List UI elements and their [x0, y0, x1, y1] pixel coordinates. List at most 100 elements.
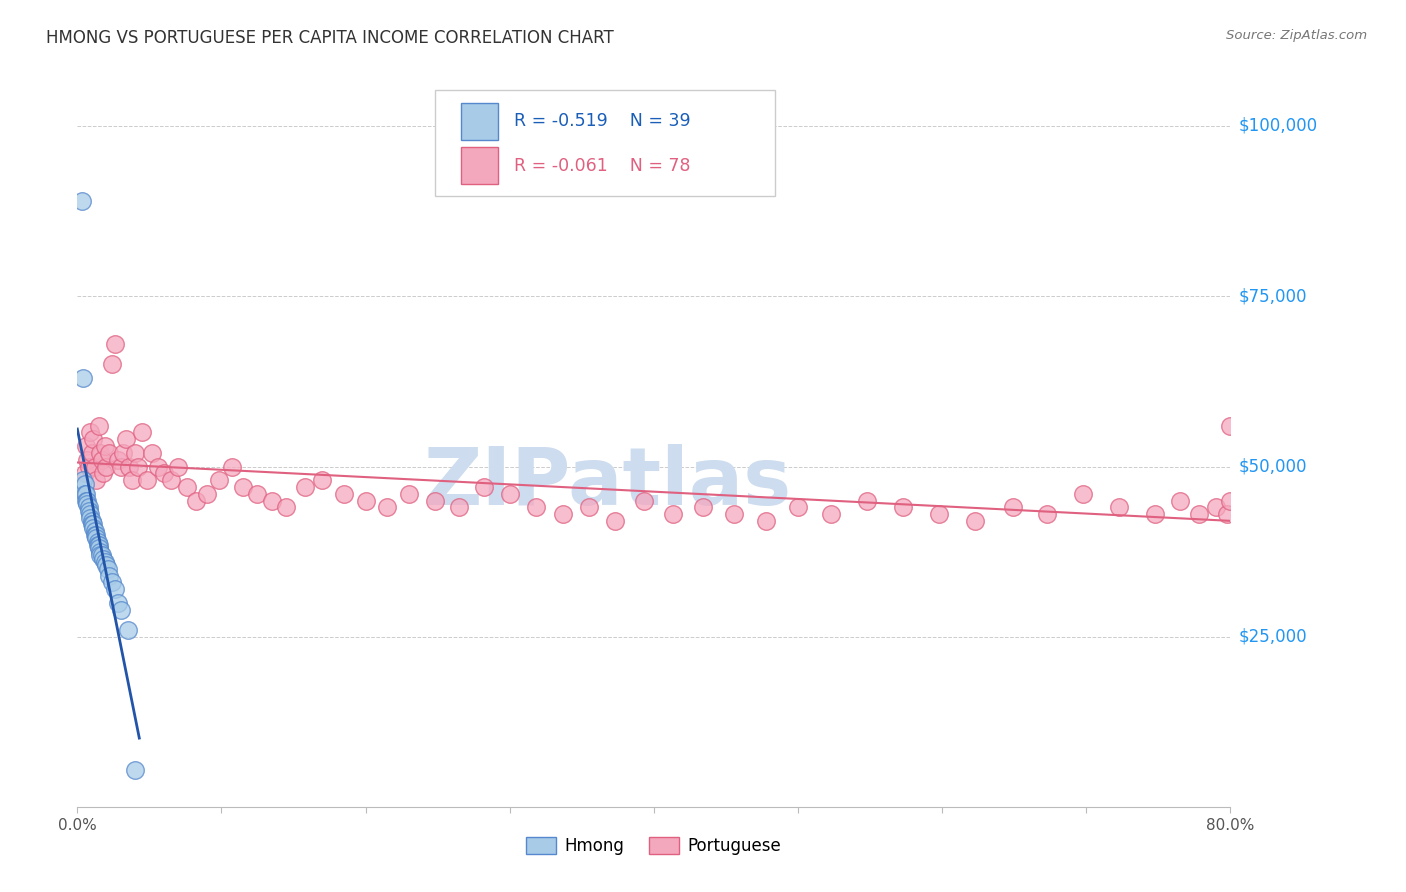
Text: R = -0.519    N = 39: R = -0.519 N = 39: [515, 112, 690, 130]
Point: [472, 480, 495, 494]
Point: [87, 541, 110, 556]
Point: [76, 493, 98, 508]
Point: [499, 487, 522, 501]
Point: [84, 531, 107, 545]
Point: [83, 459, 105, 474]
Point: [856, 493, 879, 508]
Point: [891, 500, 914, 515]
Point: [89, 446, 111, 460]
Point: [79, 425, 101, 440]
Point: [1216, 508, 1239, 522]
Point: [104, 337, 127, 351]
Point: [76, 497, 98, 511]
Point: [184, 493, 207, 508]
Point: [75, 493, 97, 508]
Point: [93, 555, 115, 569]
Point: [160, 473, 183, 487]
Point: [107, 596, 129, 610]
Legend: Hmong, Portuguese: Hmong, Portuguese: [519, 830, 789, 862]
Point: [82, 521, 104, 535]
Point: [135, 473, 157, 487]
Point: [77, 500, 100, 515]
Point: [1168, 493, 1191, 508]
Point: [423, 493, 446, 508]
Point: [97, 562, 120, 576]
Point: [207, 473, 229, 487]
Point: [1205, 500, 1227, 515]
Point: [82, 433, 104, 447]
Point: [1144, 508, 1167, 522]
Point: [294, 480, 316, 494]
Point: [117, 623, 139, 637]
Point: [260, 493, 283, 508]
Text: $25,000: $25,000: [1239, 628, 1308, 646]
Text: $100,000: $100,000: [1239, 117, 1317, 135]
Point: [398, 487, 420, 501]
Point: [91, 551, 114, 566]
Point: [221, 459, 243, 474]
Point: [692, 500, 714, 515]
Point: [232, 480, 254, 494]
Point: [723, 508, 745, 522]
Point: [311, 473, 333, 487]
Point: [167, 459, 190, 474]
Point: [551, 508, 574, 522]
Point: [79, 508, 101, 522]
Point: [127, 459, 149, 474]
FancyBboxPatch shape: [461, 103, 498, 140]
Point: [1187, 508, 1209, 522]
Point: [112, 446, 135, 460]
Point: [80, 517, 103, 532]
Point: [80, 446, 103, 460]
Point: [86, 534, 108, 549]
Point: [246, 487, 269, 501]
Point: [72, 371, 94, 385]
Point: [98, 446, 121, 460]
Point: [578, 500, 600, 515]
Point: [603, 514, 626, 528]
Point: [86, 538, 108, 552]
Point: [141, 446, 163, 460]
Point: [84, 527, 107, 541]
Point: [83, 524, 105, 539]
Point: [89, 548, 111, 562]
FancyBboxPatch shape: [434, 90, 775, 196]
Point: [195, 487, 218, 501]
Point: [73, 487, 96, 501]
Point: [82, 517, 104, 532]
Text: R = -0.061    N = 78: R = -0.061 N = 78: [515, 157, 690, 175]
Point: [93, 439, 115, 453]
Point: [77, 459, 100, 474]
Text: ZIPatlas: ZIPatlas: [423, 444, 792, 523]
Point: [73, 476, 96, 491]
Text: $50,000: $50,000: [1239, 458, 1308, 475]
Point: [115, 433, 138, 447]
Point: [333, 487, 356, 501]
Point: [1071, 487, 1094, 501]
Point: [131, 425, 153, 440]
Point: [79, 510, 101, 524]
Point: [83, 527, 105, 541]
Point: [75, 487, 97, 501]
Point: [96, 558, 118, 573]
Point: [1219, 493, 1241, 508]
Point: [110, 602, 132, 616]
Point: [110, 459, 132, 474]
Point: [107, 452, 129, 467]
Point: [121, 473, 143, 487]
Point: [89, 545, 111, 559]
Point: [124, 446, 146, 460]
Point: [928, 508, 950, 522]
Point: [96, 459, 118, 474]
Point: [87, 418, 110, 433]
Point: [661, 508, 683, 522]
Point: [75, 439, 97, 453]
Point: [820, 508, 842, 522]
Text: Source: ZipAtlas.com: Source: ZipAtlas.com: [1226, 29, 1367, 42]
Point: [104, 582, 127, 597]
Point: [101, 575, 124, 590]
Point: [633, 493, 655, 508]
Point: [1036, 508, 1059, 522]
Point: [80, 514, 103, 528]
FancyBboxPatch shape: [461, 147, 498, 184]
